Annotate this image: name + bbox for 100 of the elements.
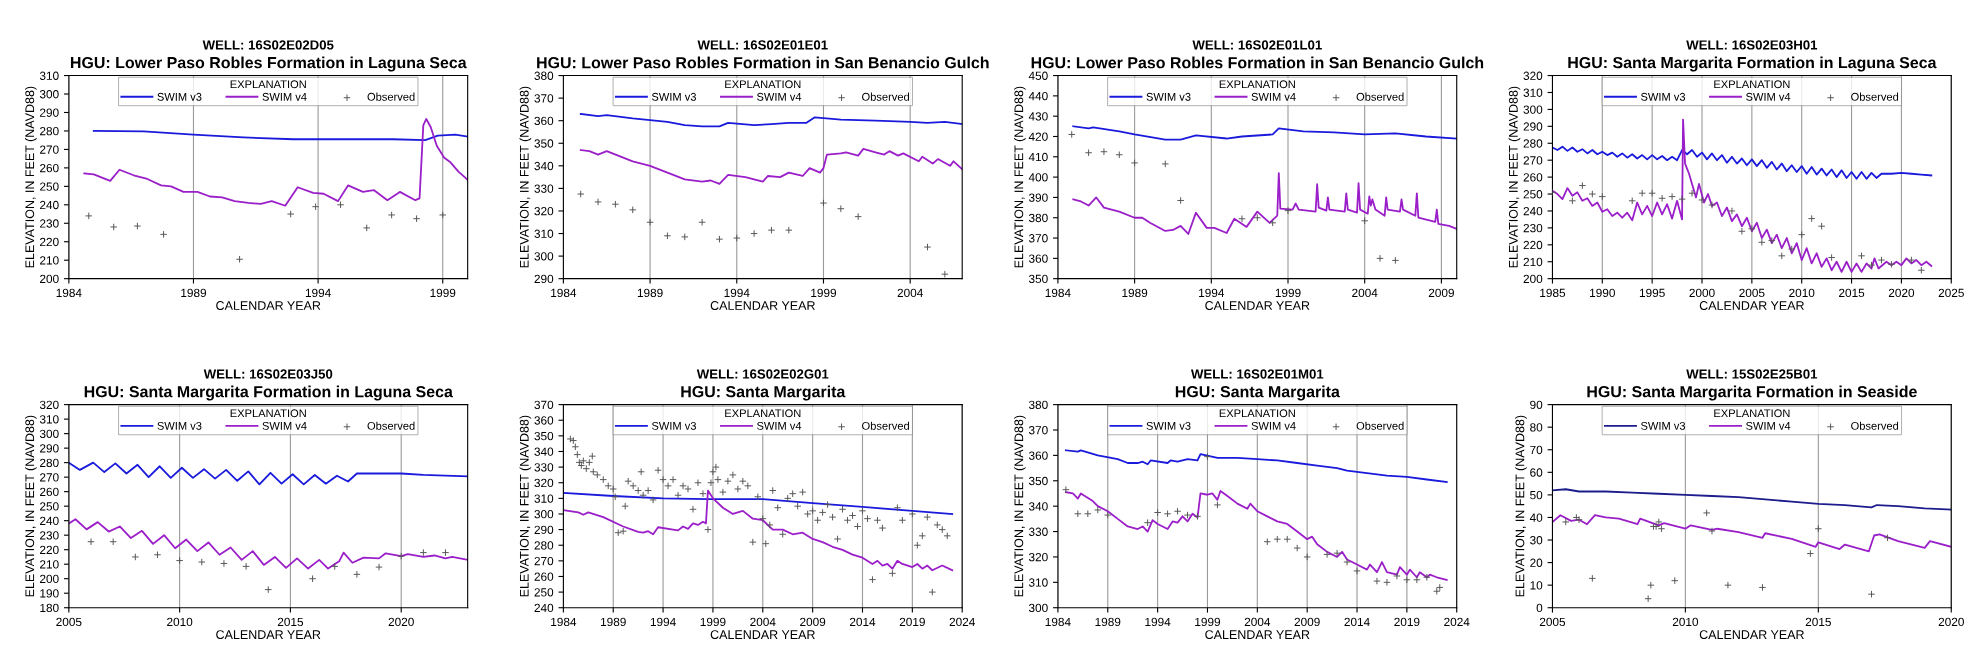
y-tick-label: 210: [40, 560, 59, 569]
x-tick-label: 1984: [1045, 288, 1071, 298]
y-tick-label: 350: [534, 139, 554, 148]
x-tick-label: 1999: [430, 288, 456, 298]
y-tick-label: 260: [1523, 173, 1543, 182]
y-tick-label: 50: [1530, 490, 1543, 500]
chart-subtitle: HGU: Santa Margarita Formation in Seaside: [1587, 385, 1917, 401]
x-tick-label: 1994: [650, 617, 676, 627]
x-tick-label: 2005: [1739, 288, 1765, 298]
legend-title: EXPLANATION: [725, 409, 801, 418]
y-tick-label: 380: [534, 71, 554, 80]
legend-label: Observed: [367, 92, 415, 101]
legend-label: Observed: [1356, 421, 1404, 430]
line-series: [1072, 172, 1457, 235]
line-series: [1064, 449, 1448, 483]
chart-title: WELL: 16S02E03J50: [203, 369, 333, 379]
y-tick-label: 370: [1028, 426, 1048, 435]
x-tick-label: 2000: [1689, 288, 1715, 298]
chart-subtitle: HGU: Lower Paso Robles Formation in Laguna Seca: [70, 56, 467, 72]
line-series: [1552, 488, 1952, 511]
chart-title: WELL: 16S02E03H01: [1686, 40, 1818, 50]
y-tick-label: 70: [1530, 445, 1543, 455]
y-tick-label: 200: [1523, 274, 1543, 284]
y-tick-label: 300: [534, 252, 554, 261]
y-tick-label: 360: [1028, 254, 1048, 263]
chart-subtitle: HGU: Lower Paso Robles Formation in San Benancio Gulch: [537, 56, 989, 69]
y-tick-label: 290: [1523, 122, 1543, 131]
y-tick-label: 250: [1523, 190, 1543, 199]
x-tick-label: 1989: [601, 617, 626, 627]
x-axis-title: CALENDAR YEAR: [1699, 630, 1804, 640]
x-tick-label: 1984: [1045, 617, 1071, 627]
x-tick-label: 1984: [551, 617, 577, 627]
y-axis-title: ELEVATION, IN FEET (NAVD88): [25, 86, 37, 268]
x-tick-label: 1994: [1145, 617, 1171, 627]
x-tick-label: 2020: [1888, 288, 1915, 298]
y-tick-label: 300: [39, 429, 59, 439]
legend-label: SWIM v3: [1146, 421, 1191, 430]
x-tick-label: 1984: [56, 288, 82, 298]
x-tick-label: 2005: [1539, 617, 1566, 627]
line-series: [68, 461, 468, 486]
legend-label: SWIM v3: [1146, 92, 1191, 101]
x-tick-label: 2004: [1352, 288, 1378, 298]
y-tick-label: 240: [40, 516, 59, 526]
chart-subtitle: HGU: Lower Paso Robles Formation in San Benancio Gulch: [1031, 56, 1484, 69]
x-tick-label: 2004: [897, 288, 923, 298]
x-tick-label: 1994: [724, 288, 750, 298]
y-tick-label: 250: [40, 502, 59, 511]
y-tick-label: 300: [1028, 603, 1048, 613]
line-series: [92, 130, 468, 142]
y-tick-label: 250: [40, 182, 59, 191]
legend-label: Observed: [862, 421, 909, 430]
x-tick-label: 2004: [1244, 617, 1271, 627]
legend-label: Observed: [862, 92, 909, 101]
y-tick-label: 340: [534, 161, 554, 171]
y-tick-label: 290: [534, 274, 554, 284]
y-tick-label: 270: [1523, 156, 1543, 165]
y-tick-label: 380: [1028, 213, 1048, 223]
y-tick-label: 300: [39, 90, 59, 99]
x-tick-label: 2015: [277, 617, 304, 627]
y-axis-title: ELEVATION, IN FEET (NAVD88): [1508, 86, 1521, 268]
y-tick-label: 250: [534, 588, 554, 597]
x-tick-label: 1999: [1275, 288, 1301, 298]
legend-title: EXPLANATION: [1714, 80, 1790, 89]
x-tick-label: 2010: [1672, 617, 1699, 627]
x-axis-title: CALENDAR YEAR: [1699, 301, 1804, 310]
y-tick-label: 220: [40, 237, 59, 247]
x-axis-title: CALENDAR YEAR: [1205, 301, 1310, 310]
y-tick-label: 370: [534, 94, 554, 103]
legend-label: SWIM v3: [1640, 92, 1686, 101]
legend-label: SWIM v3: [1640, 421, 1686, 430]
chart-subtitle: HGU: Santa Margarita Formation in Laguna Seca: [1568, 56, 1937, 72]
y-tick-label: 280: [40, 458, 59, 468]
legend-title: EXPLANATION: [1219, 80, 1295, 89]
legend-label: SWIM v4: [756, 92, 802, 101]
chart-title: WELL: 16S02E01E01: [697, 40, 828, 50]
y-tick-label: 270: [40, 473, 59, 482]
legend-label: SWIM v3: [157, 92, 202, 101]
y-tick-label: 210: [40, 256, 59, 265]
y-tick-label: 230: [40, 531, 59, 540]
y-tick-label: 200: [40, 274, 59, 284]
y-tick-label: 240: [534, 603, 554, 613]
legend-label: SWIM v4: [262, 421, 307, 430]
y-tick-label: 80: [1530, 423, 1543, 432]
x-tick-label: 2010: [1789, 288, 1815, 298]
y-tick-label: 350: [1028, 274, 1048, 284]
y-axis-title: ELEVATION, IN FEET (NAVD88): [1014, 415, 1026, 597]
line-series: [1552, 118, 1933, 273]
y-tick-label: 320: [534, 478, 554, 488]
y-tick-label: 360: [1028, 451, 1048, 460]
x-tick-label: 2015: [1805, 617, 1831, 627]
legend-title: EXPLANATION: [230, 80, 306, 89]
legend-label: SWIM v4: [756, 421, 802, 430]
y-axis-title: ELEVATION, IN FEET (NAVD88): [25, 415, 37, 597]
y-tick-label: 330: [1028, 527, 1048, 536]
y-tick-label: 330: [534, 463, 554, 472]
chart-title: WELL: 16S02E01M01: [1190, 369, 1324, 379]
y-tick-label: 280: [1523, 139, 1543, 148]
y-tick-label: 40: [1529, 513, 1543, 522]
y-tick-label: 280: [40, 126, 59, 136]
line-series: [83, 118, 468, 207]
